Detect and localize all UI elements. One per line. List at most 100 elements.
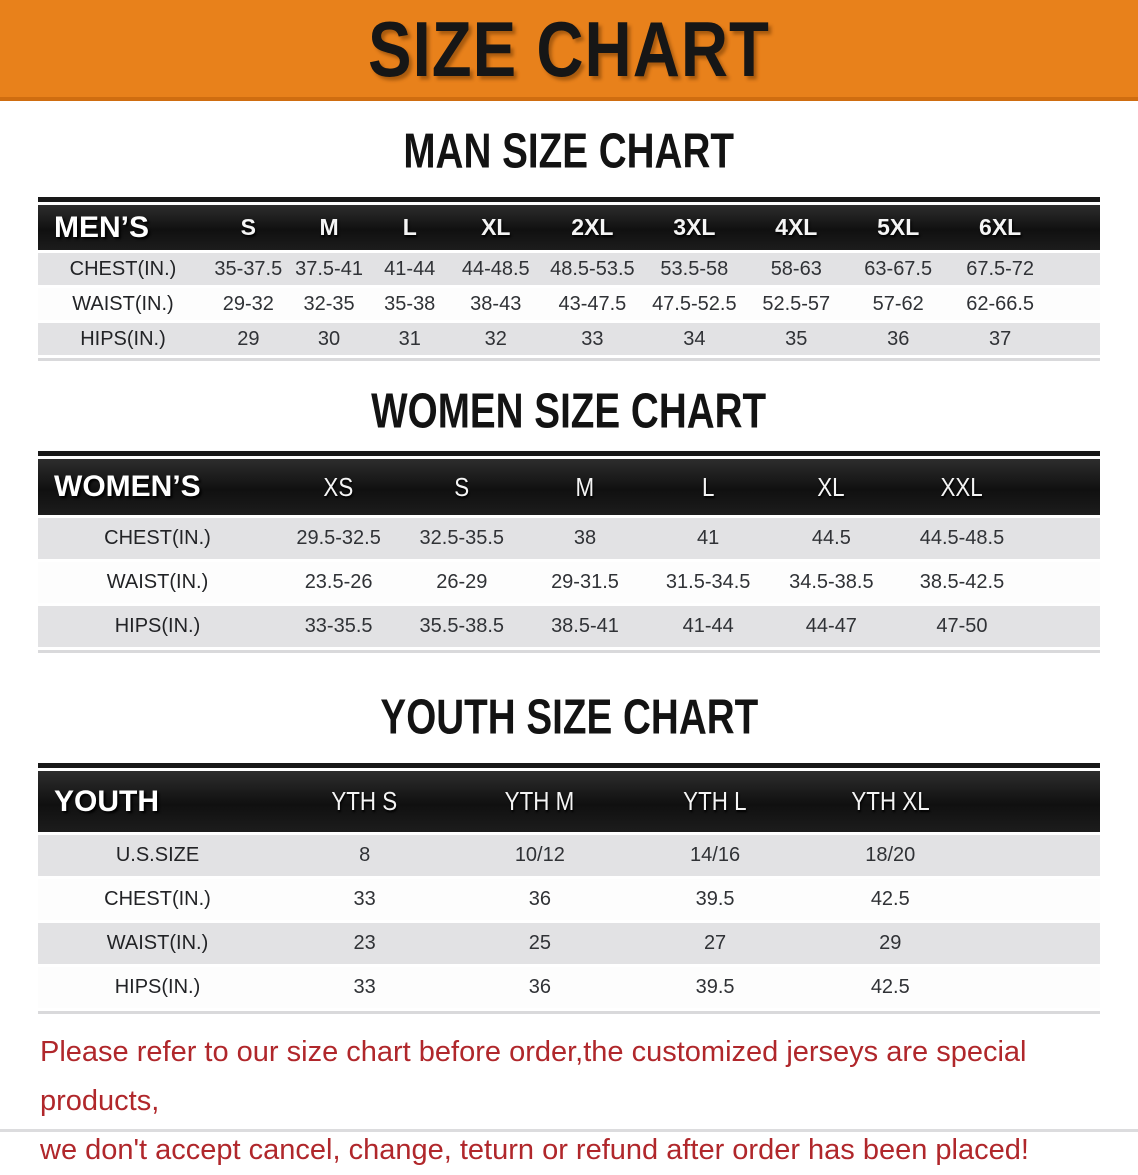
cell: 25: [528, 932, 551, 954]
column-header: YTH M: [452, 771, 628, 832]
cell: 39.5: [695, 976, 735, 998]
row-filler: [1031, 562, 1100, 603]
cell: 23.5-26: [304, 571, 373, 593]
cell: 27: [703, 932, 727, 954]
column-header: XL: [769, 459, 893, 515]
banner-title: SIZE CHART: [368, 4, 770, 93]
column-header: M: [288, 205, 370, 250]
row-filler: [978, 967, 1100, 1008]
table-row: WAIST(IN.) 23 25 27 29: [38, 923, 1100, 964]
cell: 57-62: [872, 292, 924, 315]
cell: 39.5: [695, 888, 735, 910]
row-filler: [1031, 518, 1100, 559]
cell: 53.5-58: [660, 257, 729, 280]
column-header: 3XL: [643, 205, 746, 250]
cell: 47-50: [936, 615, 988, 637]
table-header-row: MEN’S S M L XL 2XL 3XL 4XL 5XL 6XL: [38, 205, 1100, 250]
table-row: CHEST(IN.) 33 36 39.5 42.5: [38, 879, 1100, 920]
header-filler: [977, 771, 1100, 832]
column-header: YTH S: [277, 771, 453, 832]
youth-size-table-wrap: YOUTH YTH S YTH M YTH L YTH XL U.S.SIZE 8 10/12…: [38, 763, 1100, 1014]
cell: 41-44: [682, 615, 734, 637]
man-section-title: MAN SIZE CHART: [403, 122, 735, 179]
cell: 34: [683, 327, 706, 350]
cell: 44-48.5: [461, 257, 530, 280]
row-label: HIPS(IN.): [114, 615, 201, 637]
cell: 52.5-57: [762, 292, 831, 315]
row-filler: [978, 879, 1100, 920]
column-header: XS: [277, 459, 401, 515]
cell: 37: [989, 327, 1012, 350]
cell: 32.5-35.5: [419, 527, 505, 549]
cell: 38.5-42.5: [919, 571, 1005, 593]
cell: 14/16: [690, 844, 741, 866]
row-label: U.S.SIZE: [115, 844, 200, 866]
cell: 44.5: [811, 527, 851, 549]
cell: 36: [528, 888, 551, 910]
row-label: WAIST(IN.): [72, 292, 174, 315]
disclaimer-line-2: we don't accept cancel, change, teturn o…: [40, 1134, 1029, 1166]
cell: 32-35: [303, 292, 355, 315]
cell: 33: [353, 976, 376, 998]
table-row: HIPS(IN.) 33 36 39.5 42.5: [38, 967, 1100, 1008]
column-header: M: [523, 459, 647, 515]
row-label: HIPS(IN.): [114, 976, 201, 998]
table-row: HIPS(IN.) 29 30 31 32 33 34 35 36 37: [38, 323, 1100, 355]
row-filler: [1031, 606, 1100, 647]
cell: 38-43: [470, 292, 522, 315]
man-size-table: MEN’S S M L XL 2XL 3XL 4XL 5XL 6XL CHEST(IN.) 35-37…: [38, 202, 1100, 358]
cell: 43-47.5: [558, 292, 627, 315]
row-label: WAIST(IN.): [106, 932, 209, 954]
cell: 18/20: [865, 844, 916, 866]
cell: 62-66.5: [966, 292, 1035, 315]
cell: 42.5: [870, 888, 910, 910]
table-row: CHEST(IN.) 29.5-32.5 32.5-35.5 38 41 44.5 44.5…: [38, 518, 1100, 559]
women-size-table-wrap: WOMEN’S XS S M L XL XXL CHEST(IN.) 29.5-32.5 32.5…: [38, 451, 1100, 653]
cell: 35: [785, 327, 808, 350]
column-header: XL: [450, 205, 542, 250]
table-header-label: YOUTH: [38, 771, 278, 832]
cell: 38: [573, 527, 597, 549]
cell: 36: [887, 327, 910, 350]
table-row: WAIST(IN.) 23.5-26 26-29 29-31.5 31.5-34.5 34…: [38, 562, 1100, 603]
table-header-row: WOMEN’S XS S M L XL XXL: [38, 459, 1100, 515]
cell: 26-29: [436, 571, 488, 593]
cell: 33: [353, 888, 376, 910]
cell: 29-31.5: [551, 571, 619, 593]
row-label: CHEST(IN.): [104, 527, 211, 549]
row-filler: [1051, 288, 1100, 320]
cell: 41-44: [384, 257, 436, 280]
column-header: XXL: [892, 459, 1031, 515]
cell: 32: [484, 327, 507, 350]
column-header: L: [646, 459, 770, 515]
cell: 29-32: [222, 292, 274, 315]
cell: 10/12: [514, 844, 565, 866]
header-filler: [1051, 205, 1100, 250]
column-header: S: [207, 205, 289, 250]
column-header: L: [369, 205, 451, 250]
man-size-table-wrap: MEN’S S M L XL 2XL 3XL 4XL 5XL 6XL CHEST(IN.) 35-37…: [38, 197, 1100, 361]
youth-size-table: YOUTH YTH S YTH M YTH L YTH XL U.S.SIZE 8 10/12…: [38, 768, 1100, 1011]
table-row: U.S.SIZE 8 10/12 14/16 18/20: [38, 835, 1100, 876]
row-filler: [1051, 323, 1100, 355]
cell: 44.5-48.5: [919, 527, 1005, 549]
women-section-title: WOMEN SIZE CHART: [371, 382, 767, 439]
column-header: 4XL: [745, 205, 848, 250]
table-header-row: YOUTH YTH S YTH M YTH L YTH XL: [38, 771, 1100, 832]
cell: 58-63: [770, 257, 822, 280]
row-label: CHEST(IN.): [104, 888, 211, 910]
cell: 30: [317, 327, 341, 350]
cell: 44-47: [805, 615, 857, 637]
cell: 41: [697, 527, 720, 549]
cell: 48.5-53.5: [550, 257, 635, 280]
women-size-table: WOMEN’S XS S M L XL XXL CHEST(IN.) 29.5-32.5 32.5…: [38, 456, 1100, 650]
cell: 63-67.5: [864, 257, 933, 280]
cell: 38.5-41: [551, 615, 619, 637]
disclaimer-text: Please refer to our size chart before or…: [40, 1028, 1138, 1175]
cell: 29: [879, 932, 902, 954]
cell: 23: [353, 932, 376, 954]
column-header: 6XL: [949, 205, 1052, 250]
table-row: HIPS(IN.) 33-35.5 35.5-38.5 38.5-41 41-44 44-…: [38, 606, 1100, 647]
cell: 42.5: [870, 976, 910, 998]
cell: 29: [237, 327, 260, 350]
